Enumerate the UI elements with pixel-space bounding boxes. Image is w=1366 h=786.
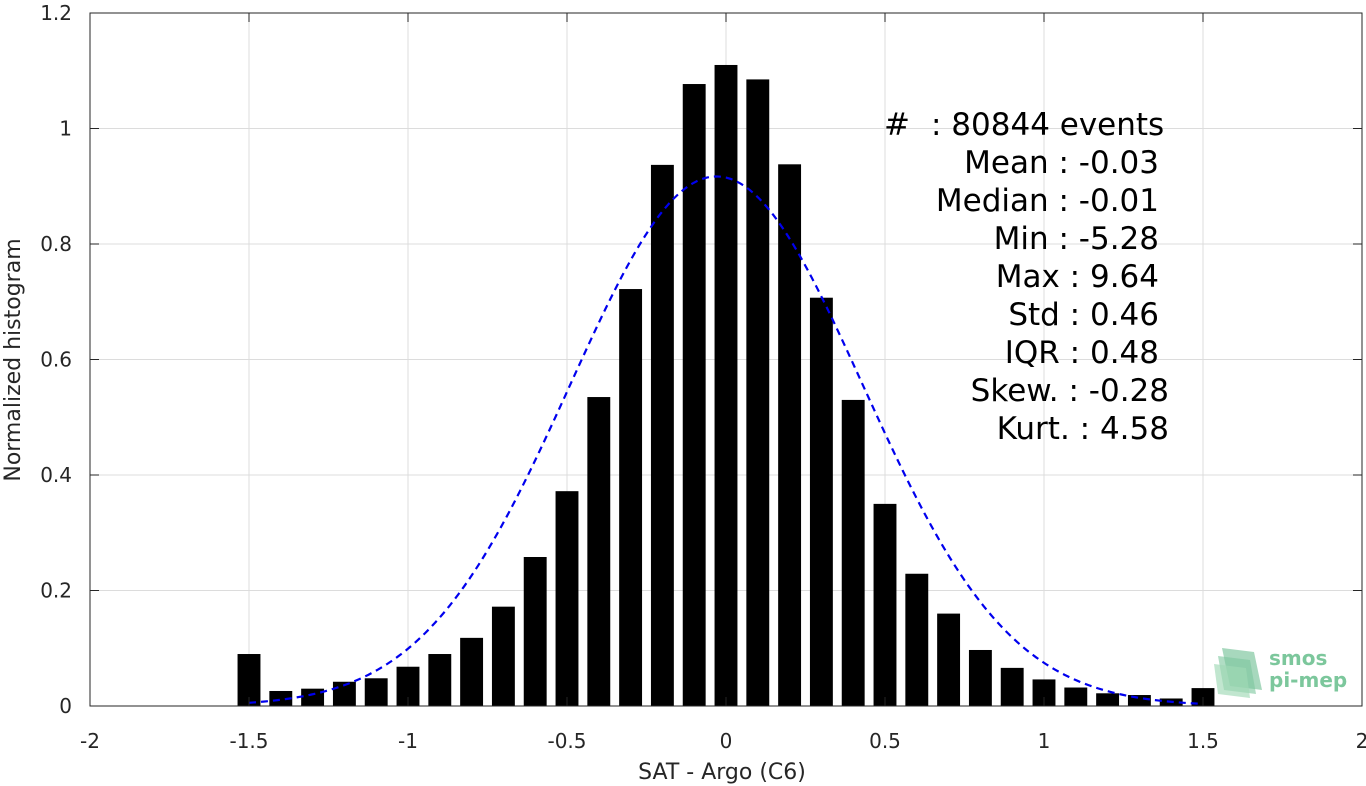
histogram-bar <box>332 681 356 706</box>
stat-iqr: IQR : 0.48 <box>1005 335 1159 371</box>
stat-mean: Mean : -0.03 <box>964 145 1159 181</box>
x-tick-label: 1 <box>1038 729 1051 753</box>
stat-max: Max : 9.64 <box>996 259 1159 295</box>
histogram-bar <box>1000 667 1024 706</box>
x-tick-label: 0.5 <box>869 729 901 753</box>
x-tick-label: -1 <box>398 729 418 753</box>
stat-median: Median : -0.01 <box>936 183 1159 219</box>
histogram-bar <box>619 289 643 706</box>
x-tick-labels: -2 -1.5 -1 -0.5 0 0.5 1 1.5 2 <box>80 729 1366 753</box>
histogram-bar <box>523 557 547 706</box>
histogram-bar <box>460 637 484 706</box>
x-axis-label: SAT - Argo (C6) <box>638 760 806 785</box>
x-tick-label: -1.5 <box>229 729 268 753</box>
stat-kurt: Kurt. : 4.58 <box>997 411 1169 447</box>
histogram-bar <box>937 613 961 706</box>
x-tick-label: -0.5 <box>547 729 586 753</box>
y-tick-label: 0 <box>59 694 72 718</box>
x-tick-label: 1.5 <box>1187 729 1219 753</box>
x-tick-label: 2 <box>1356 729 1366 753</box>
y-tick-label: 0.8 <box>40 232 72 256</box>
histogram-bar <box>778 164 802 706</box>
events-count: : 80844 events <box>931 107 1164 143</box>
x-tick-label: -2 <box>80 729 100 753</box>
histogram-bar <box>1064 687 1088 706</box>
y-tick-label: 0.2 <box>40 579 72 603</box>
histogram-bar <box>1032 679 1056 706</box>
stat-std: Std : 0.46 <box>1008 297 1159 333</box>
y-tick-label: 1 <box>59 117 72 141</box>
histogram-bar <box>237 654 261 706</box>
histogram-bar <box>1096 693 1120 706</box>
histogram-bar <box>714 64 738 707</box>
histogram-bar <box>269 690 293 706</box>
stat-min: Min : -5.28 <box>994 221 1159 257</box>
smos-pimep-logo: smos pi-mep <box>1214 646 1347 698</box>
axis-ticks <box>89 12 1363 707</box>
histogram-bar <box>841 399 865 706</box>
logo-layers-icon <box>1214 648 1262 698</box>
logo-text-pimep: pi-mep <box>1269 668 1347 692</box>
histogram-bar <box>491 606 515 706</box>
histogram-bar <box>396 666 420 706</box>
stat-skew: Skew. : -0.28 <box>971 373 1169 409</box>
histogram-bar <box>809 297 833 706</box>
histogram-bar <box>650 164 674 706</box>
y-tick-label: 0.6 <box>40 348 72 372</box>
histogram-bar <box>968 649 992 706</box>
x-tick-label: 0 <box>720 729 733 753</box>
histogram-bars <box>237 64 1215 707</box>
events-hash: # <box>884 107 910 143</box>
histogram-bar <box>905 573 929 706</box>
y-tick-labels: 0 0.2 0.4 0.6 0.8 1 1.2 <box>40 1 72 718</box>
gaussian-fit-curve <box>248 175 1204 705</box>
y-tick-label: 1.2 <box>40 1 72 25</box>
histogram-bar <box>746 79 770 706</box>
histogram-bar <box>555 491 579 706</box>
histogram-bar <box>1127 695 1151 706</box>
stats-box: # : 80844 events Mean : -0.03 Median : -… <box>884 107 1169 447</box>
histogram-bar <box>587 397 611 706</box>
histogram-bar <box>301 688 325 706</box>
histogram-bar <box>364 678 388 706</box>
histogram-bar <box>873 503 897 707</box>
y-tick-label: 0.4 <box>40 463 72 487</box>
y-axis-label: Normalized histogram <box>1 238 26 481</box>
histogram-bar <box>682 84 706 706</box>
logo-text-smos: smos <box>1269 646 1327 670</box>
histogram-bar <box>428 654 452 706</box>
